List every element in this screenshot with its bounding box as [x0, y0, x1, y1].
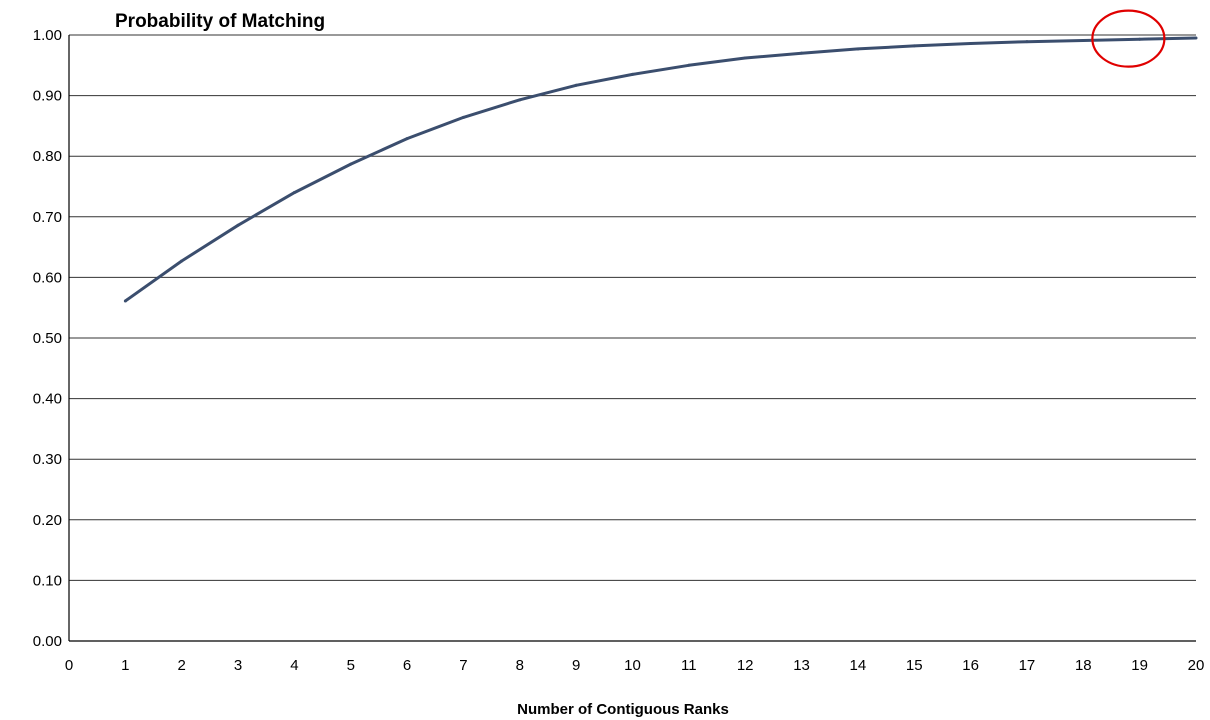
data-point: [800, 51, 804, 55]
x-tick-label: 7: [459, 657, 467, 674]
axes: [68, 35, 1196, 642]
y-tick-label: 0.90: [33, 88, 62, 105]
y-tick-label: 0.80: [33, 148, 62, 165]
data-point: [236, 223, 240, 227]
x-tick-label: 14: [850, 657, 867, 674]
data-point: [349, 162, 353, 166]
data-point: [631, 72, 634, 76]
highlight-circle: [1091, 9, 1166, 68]
y-tick-label: 0.60: [33, 269, 62, 286]
data-point: [574, 83, 578, 87]
data-point: [1138, 37, 1142, 41]
x-tick-label: 19: [1131, 657, 1148, 674]
x-tick-label: 5: [347, 657, 355, 674]
y-tick-label: 0.40: [33, 391, 62, 408]
y-tick-label: 1.00: [33, 27, 62, 44]
y-tick-label: 0.20: [33, 512, 62, 529]
data-point: [912, 44, 916, 48]
data-point: [123, 299, 127, 303]
y-tick-label: 0.70: [33, 209, 62, 226]
x-axis-label: Number of Contiguous Ranks: [517, 701, 729, 718]
x-tick-label: 11: [681, 657, 697, 674]
chart-title: Probability of Matching: [115, 11, 325, 32]
y-tick-label: 0.50: [33, 330, 62, 347]
data-point: [1025, 40, 1029, 44]
data-point: [405, 137, 409, 141]
x-tick-label: 6: [403, 657, 411, 674]
x-tick-label: 12: [737, 657, 754, 674]
x-tick-label: 16: [962, 657, 979, 674]
data-point: [461, 115, 465, 119]
x-tick-label: 8: [516, 657, 524, 674]
data-point: [687, 63, 691, 67]
x-tick-label: 20: [1188, 657, 1205, 674]
series-line-0: [124, 36, 1197, 303]
series-group: [123, 36, 1198, 303]
data-point: [518, 98, 522, 102]
x-tick-label: 0: [65, 657, 73, 674]
y-tick-label: 0.10: [33, 572, 62, 589]
x-tick-label: 13: [793, 657, 810, 674]
gridlines: [69, 34, 1196, 581]
data-point: [969, 41, 973, 45]
y-tick-label: 0.00: [33, 633, 62, 650]
x-tick-label: 2: [178, 657, 186, 674]
data-point: [856, 47, 860, 51]
x-tick-label: 17: [1019, 657, 1036, 674]
x-tick-label: 15: [906, 657, 923, 674]
x-tick-label: 1: [121, 657, 129, 674]
data-point: [1081, 38, 1085, 42]
data-point: [1194, 36, 1198, 40]
y-axis-ticks: 0.00 0.10 0.20 0.30 0.40 0.50 0.60 0.70 0.80 0.90…: [33, 27, 62, 650]
x-tick-label: 10: [624, 657, 641, 674]
data-point: [292, 191, 296, 195]
data-point: [180, 259, 184, 263]
x-axis-ticks: 0 1 2 3 4 5 6 7 8 9 10 11 12 13 14 15 16 17 18 19 20: [65, 657, 1205, 674]
annotations: [1091, 9, 1166, 68]
x-tick-label: 4: [290, 657, 298, 674]
y-tick-label: 0.30: [33, 451, 62, 468]
x-tick-label: 18: [1075, 657, 1092, 674]
x-tick-label: 9: [572, 657, 580, 674]
x-tick-label: 3: [234, 657, 242, 674]
data-point: [743, 56, 747, 60]
